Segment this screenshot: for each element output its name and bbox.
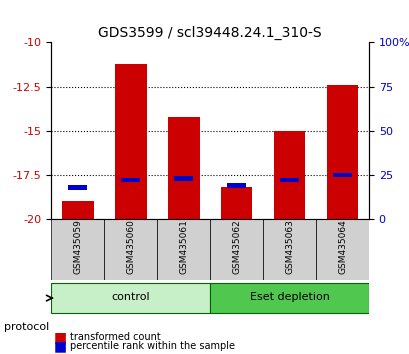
FancyBboxPatch shape <box>315 219 368 280</box>
Bar <box>220 187 252 219</box>
Bar <box>174 176 193 181</box>
Bar <box>273 131 305 219</box>
Bar <box>167 117 199 219</box>
Bar <box>115 64 146 219</box>
Text: GSM435063: GSM435063 <box>284 219 293 274</box>
Bar <box>62 201 93 219</box>
FancyBboxPatch shape <box>157 219 210 280</box>
Text: control: control <box>111 292 150 302</box>
Text: GSM435060: GSM435060 <box>126 219 135 274</box>
Title: GDS3599 / scl39448.24.1_310-S: GDS3599 / scl39448.24.1_310-S <box>98 26 321 40</box>
Text: transformed count: transformed count <box>70 332 160 342</box>
Text: GSM435061: GSM435061 <box>179 219 188 274</box>
Text: protocol: protocol <box>4 322 49 332</box>
Bar <box>326 85 357 219</box>
FancyBboxPatch shape <box>263 219 315 280</box>
FancyBboxPatch shape <box>51 283 210 313</box>
Text: GSM435062: GSM435062 <box>231 219 240 274</box>
Text: GSM435059: GSM435059 <box>73 219 82 274</box>
FancyBboxPatch shape <box>104 219 157 280</box>
Text: GSM435064: GSM435064 <box>337 219 346 274</box>
Bar <box>121 178 140 183</box>
Text: Eset depletion: Eset depletion <box>249 292 329 302</box>
Bar <box>68 185 87 189</box>
Text: percentile rank within the sample: percentile rank within the sample <box>70 341 234 351</box>
FancyBboxPatch shape <box>210 283 368 313</box>
Bar <box>279 178 299 183</box>
Text: ■: ■ <box>53 339 66 353</box>
Bar <box>227 183 245 188</box>
Bar <box>332 173 351 177</box>
Text: ■: ■ <box>53 330 66 344</box>
FancyBboxPatch shape <box>51 219 104 280</box>
FancyBboxPatch shape <box>210 219 263 280</box>
